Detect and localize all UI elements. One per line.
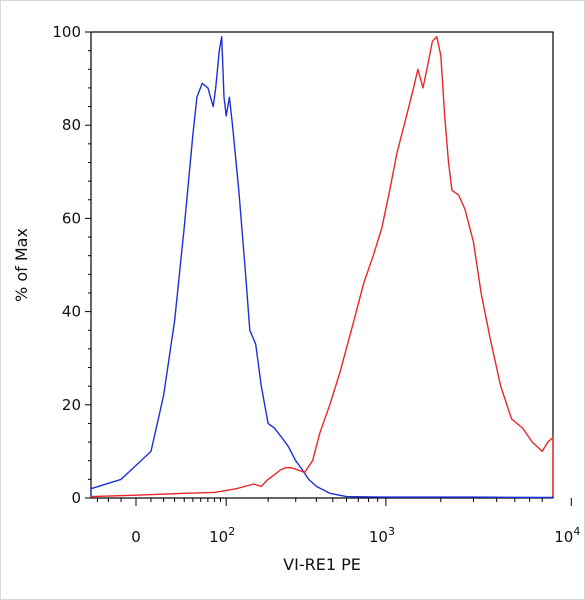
x-tick-label: 102 bbox=[209, 525, 235, 546]
y-tick-label: 80 bbox=[62, 116, 81, 134]
y-tick-label: 100 bbox=[52, 23, 81, 41]
y-tick-label: 60 bbox=[62, 209, 81, 227]
y-axis-label: % of Max bbox=[12, 228, 31, 302]
x-tick-label: 103 bbox=[369, 525, 395, 546]
series-lines bbox=[90, 36, 554, 499]
x-axis-label: VI-RE1 PE bbox=[283, 555, 361, 574]
y-tick-label: 20 bbox=[62, 396, 81, 414]
x-tick-label: 0 bbox=[131, 528, 141, 546]
y-tick-label: 40 bbox=[62, 303, 81, 321]
series-line-2 bbox=[90, 36, 554, 498]
axis-ticks bbox=[85, 31, 572, 506]
tick-labels: 0204060801000102103104105 bbox=[52, 23, 580, 546]
series-line-1 bbox=[90, 36, 554, 499]
plot-area bbox=[90, 31, 554, 499]
y-tick-label: 0 bbox=[71, 489, 81, 507]
x-tick-label: 104 bbox=[554, 525, 580, 546]
